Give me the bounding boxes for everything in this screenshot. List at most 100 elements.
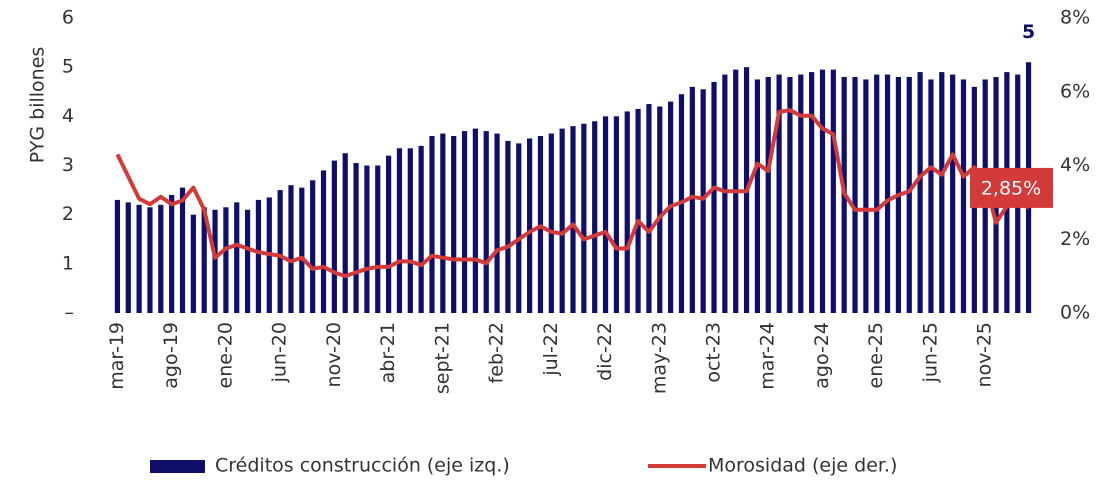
bar [765,77,771,313]
y-tick-label: 5 [62,56,74,78]
bar [505,140,511,313]
x-tick-label: ene-25 [865,322,887,388]
bar [418,145,424,313]
bar [299,187,305,313]
bar [288,185,294,313]
bar [158,204,164,313]
legend-swatch [150,460,205,473]
bar [386,155,392,313]
bar [798,74,804,314]
y-tick-label: 3 [62,154,74,176]
bar [852,77,858,313]
x-tick-label: may-23 [648,322,670,394]
bar [646,104,652,314]
bar [928,79,934,313]
y2-tick-label: 4% [1060,154,1090,176]
bar [255,199,262,313]
y-tick-label: 6 [62,7,74,29]
x-tick-label: jun-25 [919,322,941,383]
bar [125,202,131,313]
bar [190,214,196,313]
bar [906,77,912,313]
bar [950,74,956,314]
bar [592,121,598,313]
y-tick-label: 1 [62,252,74,274]
bar [917,72,923,313]
bar [776,74,782,314]
x-tick-label: abr-21 [377,322,399,383]
bar [223,207,229,313]
x-tick-label: ago-19 [160,322,182,389]
y2-tick-label: 2% [1060,228,1090,250]
bar [179,187,186,313]
bar [570,126,576,314]
bar [939,72,945,313]
bar [407,148,413,313]
x-tick-label: feb-22 [486,322,508,383]
bar [396,148,403,313]
x-tick-label: jul-22 [540,322,562,377]
bar [722,74,728,314]
y-tick-label: 2 [62,203,74,225]
x-tick-label: jun-20 [269,322,291,383]
y-tick-label: – [65,302,75,324]
y2-tick-label: 0% [1060,302,1090,324]
x-tick-label: mar-19 [106,322,128,390]
bar [375,165,381,313]
bar [440,133,446,313]
y2-tick-label: 6% [1060,80,1090,102]
x-tick-label: nov-25 [974,322,996,387]
bar [830,69,836,313]
x-tick-label: sept-21 [431,322,453,394]
bar [201,207,207,313]
legend-label: Morosidad (eje der.) [708,455,897,477]
bar [711,81,717,314]
bar [451,136,457,313]
bar [754,79,760,313]
y-axis-label: PYG billones [27,47,49,164]
bar [809,72,815,313]
line [115,108,1030,279]
bar [863,79,869,313]
x-tick-label: ago-24 [811,322,833,389]
bar [700,89,706,314]
bar [494,133,500,313]
bar [320,170,327,313]
bar [234,202,240,313]
bar [960,79,967,313]
bar [635,108,641,313]
y2-tick-label: 8% [1060,7,1090,29]
bar [461,131,468,313]
bar [114,199,121,313]
bar [331,160,337,313]
bar [787,77,793,313]
bar [169,195,175,313]
bar [559,128,565,313]
bar [342,153,348,313]
bar [581,123,587,313]
bar [884,74,891,314]
x-tick-label: oct-23 [703,322,725,383]
bar [429,136,435,313]
bar [819,69,826,313]
bar [353,163,359,313]
bar [483,131,489,313]
bar [136,204,142,313]
bar [613,116,619,313]
bar [548,133,554,313]
value-label: 5 [1022,21,1035,43]
x-tick-label: mar-24 [757,322,779,390]
bar [657,106,663,313]
bar [244,209,251,313]
value-label-box [970,167,1053,208]
x-tick-label: ene-20 [214,322,236,388]
bar [212,209,218,313]
y-tick-label: 4 [62,105,74,127]
bar [874,74,880,314]
bar [277,190,283,313]
bar [624,111,630,314]
bar [516,143,522,313]
bar [602,116,609,313]
bar [689,86,695,313]
